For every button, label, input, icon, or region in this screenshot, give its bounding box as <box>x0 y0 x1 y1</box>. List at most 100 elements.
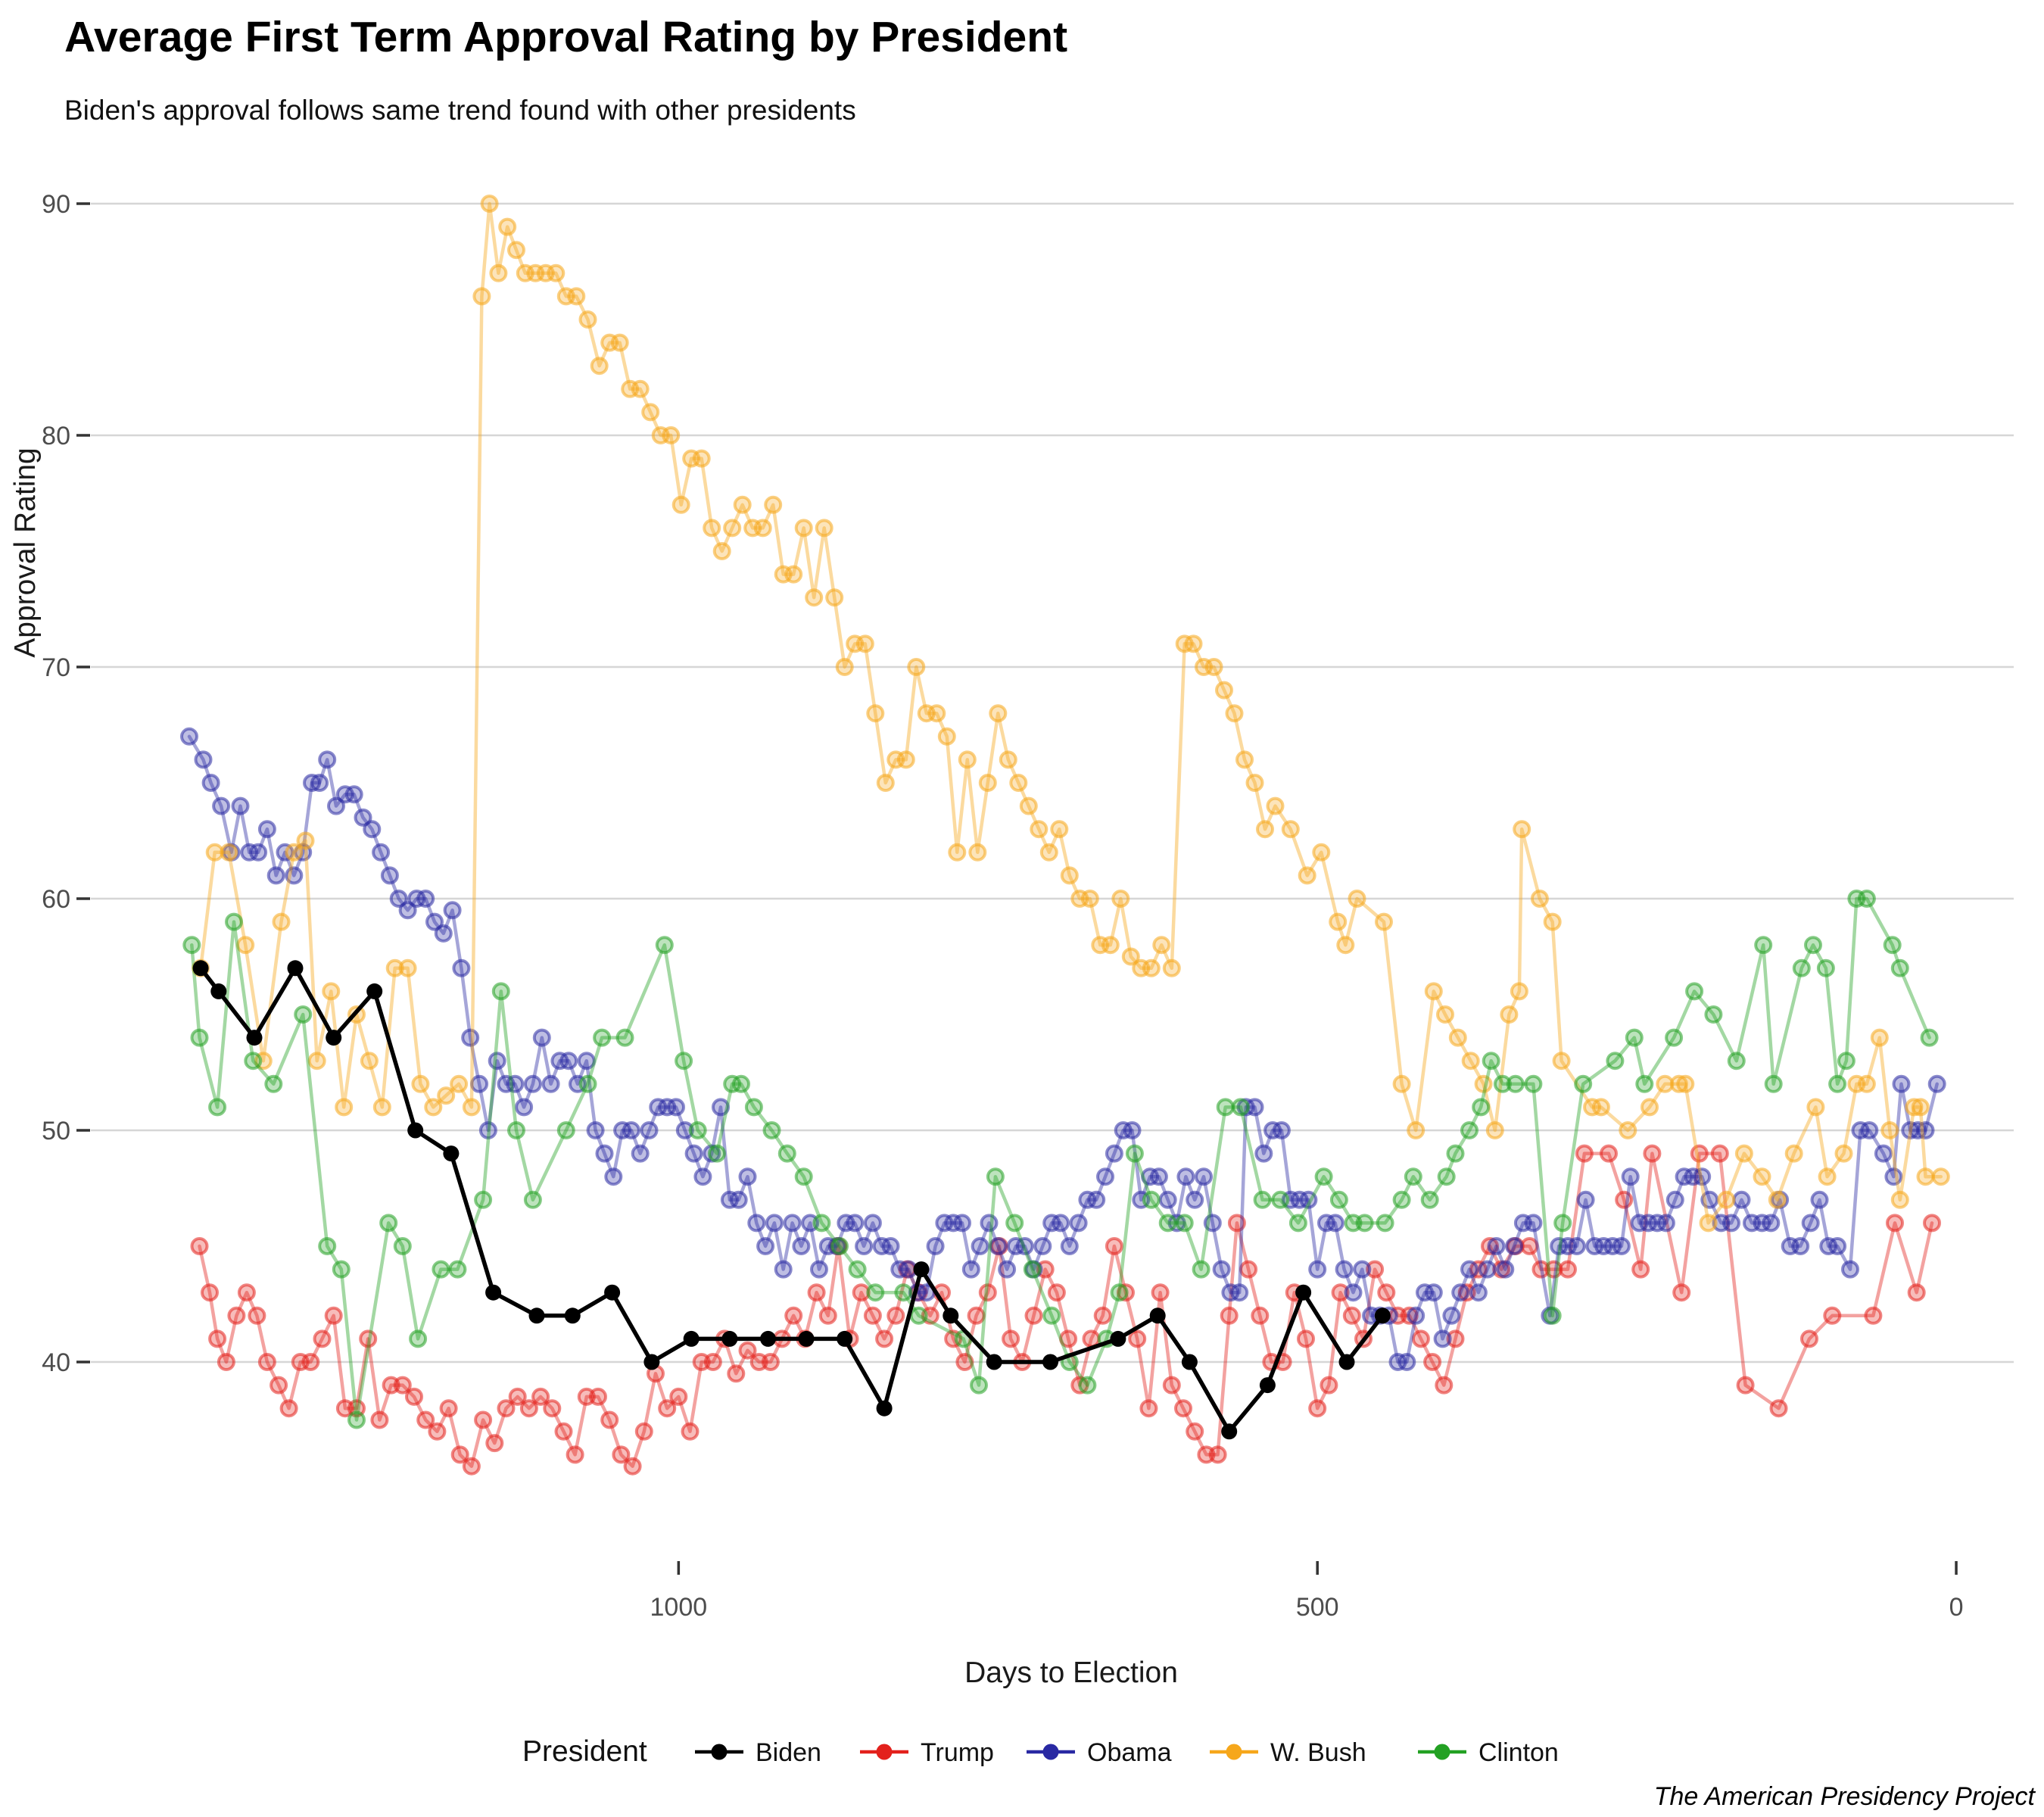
data-point <box>1158 1190 1177 1209</box>
data-point <box>978 774 997 792</box>
y-tick-label-70: 70 <box>42 653 70 682</box>
data-point <box>1524 1214 1543 1233</box>
data-point <box>310 774 329 792</box>
data-point <box>830 1237 849 1255</box>
data-point <box>641 403 660 422</box>
data-point <box>1923 1214 1941 1233</box>
legend-item-obama: Obama <box>1027 1738 1172 1767</box>
data-point <box>285 843 304 862</box>
data-point <box>815 519 833 538</box>
data-point <box>327 796 345 815</box>
data-point <box>480 195 499 213</box>
y-tick-label-50: 50 <box>42 1117 70 1145</box>
data-point <box>1635 1074 1654 1093</box>
data-point <box>1482 1052 1500 1071</box>
data-point <box>489 263 508 282</box>
data-point <box>1366 1260 1385 1279</box>
data-point <box>1768 1190 1787 1209</box>
data-point <box>1397 1353 1416 1371</box>
y-tick-label-90: 90 <box>42 190 70 219</box>
data-point <box>610 333 629 352</box>
data-point <box>443 901 462 920</box>
data-point <box>416 1410 435 1429</box>
data-point <box>470 1074 489 1093</box>
data-point <box>416 890 435 908</box>
data-point <box>1575 1144 1594 1163</box>
legend-label: W. Bush <box>1270 1738 1366 1767</box>
data-point <box>1216 1098 1235 1117</box>
data-point <box>876 1400 893 1417</box>
data-point <box>379 1214 398 1233</box>
legend-key-dot <box>876 1744 893 1760</box>
data-point <box>863 1306 882 1325</box>
data-point <box>190 1028 209 1047</box>
data-point <box>472 287 491 306</box>
data-point <box>1754 936 1773 955</box>
data-point <box>225 912 243 931</box>
data-point <box>485 1284 502 1301</box>
data-point <box>1149 1307 1166 1324</box>
data-point <box>1220 1306 1239 1325</box>
data-point <box>393 1376 412 1395</box>
data-point <box>246 1030 263 1046</box>
data-point <box>875 1329 894 1348</box>
data-point <box>1176 1167 1195 1186</box>
data-point <box>1111 890 1130 908</box>
data-point <box>907 658 926 676</box>
data-point <box>1186 1190 1204 1209</box>
data-point <box>1704 1005 1723 1024</box>
data-point <box>1271 1190 1290 1209</box>
data-point <box>600 1410 619 1429</box>
data-point <box>980 1214 999 1233</box>
y-axis-label: Approval Rating <box>9 447 42 658</box>
data-point <box>270 1376 288 1395</box>
data-point <box>1375 912 1393 931</box>
data-point <box>405 1387 423 1406</box>
data-point <box>385 958 404 977</box>
data-point <box>541 1074 560 1093</box>
data-point <box>208 1329 227 1348</box>
data-point <box>733 495 752 514</box>
data-point <box>1442 1306 1461 1325</box>
data-point <box>1870 1028 1889 1047</box>
data-point <box>194 750 213 769</box>
data-point <box>692 449 711 468</box>
data-point <box>1792 958 1811 977</box>
data-point <box>1110 1330 1126 1347</box>
data-point <box>335 1098 354 1117</box>
data-point <box>1437 1167 1456 1186</box>
data-point <box>428 1422 447 1441</box>
data-point <box>1235 750 1254 769</box>
data-point <box>1710 1144 1729 1163</box>
data-point <box>703 519 721 538</box>
data-point <box>1424 1283 1443 1302</box>
data-point <box>567 287 586 306</box>
data-point <box>347 1410 366 1429</box>
data-point <box>1009 774 1028 792</box>
data-point <box>1128 1329 1147 1348</box>
data-point <box>1376 1214 1394 1233</box>
data-point <box>727 1364 746 1383</box>
legend-item-clinton: Clinton <box>1418 1738 1559 1767</box>
legend: President Biden Trump Obama W. Bush Clinton <box>522 1735 1559 1768</box>
data-point <box>948 843 967 862</box>
data-point <box>1828 1074 1847 1093</box>
data-point <box>658 1399 677 1418</box>
data-point <box>681 1422 700 1441</box>
data-point <box>1060 866 1079 885</box>
data-point <box>1050 820 1069 839</box>
data-point <box>1355 1214 1374 1233</box>
data-point <box>313 1329 332 1348</box>
data-point <box>1149 1167 1168 1186</box>
data-point <box>855 1237 874 1255</box>
series-clinton <box>182 890 1939 1429</box>
data-point <box>818 1306 837 1325</box>
data-point <box>434 924 453 943</box>
data-point <box>237 1283 256 1302</box>
data-point <box>1336 936 1355 955</box>
data-point <box>1121 947 1140 966</box>
data-point <box>631 379 650 398</box>
data-point <box>604 1167 623 1186</box>
data-point <box>1424 982 1443 1001</box>
